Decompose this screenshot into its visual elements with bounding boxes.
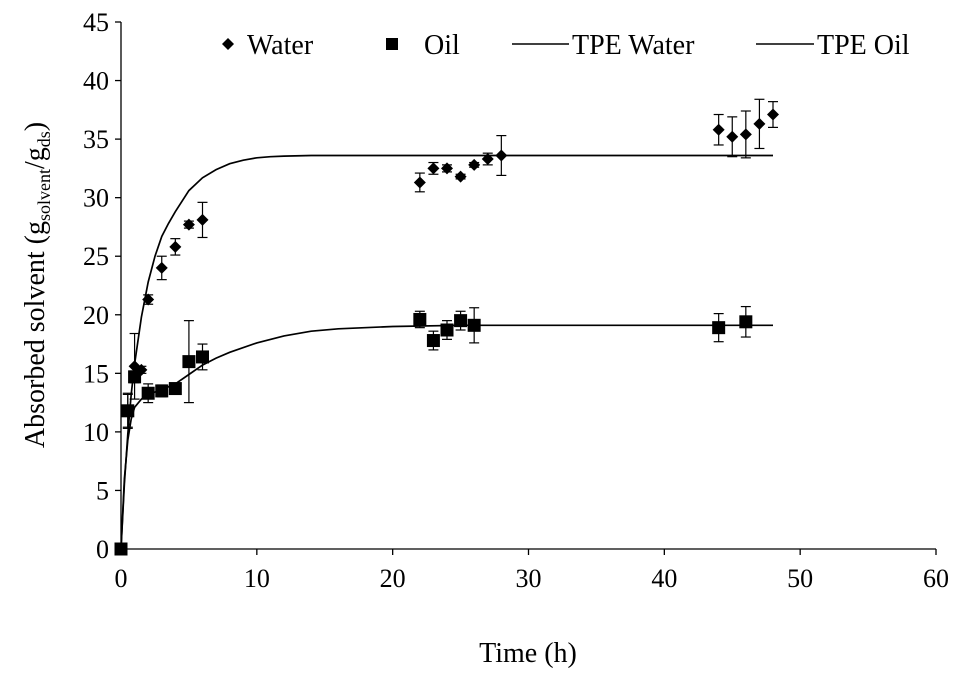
oil-point [440, 323, 454, 337]
oil-point [121, 404, 135, 418]
water-point [712, 123, 725, 136]
x-tick-label: 50 [787, 564, 813, 593]
water-point [427, 162, 440, 175]
y-tick-label: 30 [83, 184, 109, 213]
x-tick-label: 0 [115, 564, 128, 593]
legend-label-oil: Oil [424, 30, 460, 61]
oil-point [739, 315, 753, 329]
water-point [182, 218, 195, 231]
y-axis-title-sub1: solvent [34, 169, 54, 221]
oil-point [454, 314, 468, 328]
axes [120, 22, 936, 550]
oil-point [128, 370, 142, 384]
fit-line-tpe-oil [120, 324, 773, 550]
water-point [142, 293, 155, 306]
oil-point [467, 318, 481, 332]
water-point [413, 176, 426, 189]
water-point [468, 158, 481, 171]
x-ticks: 0 10 20 30 40 50 60 [115, 549, 949, 593]
y-axis-title-mid: /g [20, 147, 51, 169]
y-tick-label: 35 [83, 125, 109, 154]
oil-point [196, 350, 209, 364]
markers [114, 108, 779, 556]
water-point [155, 261, 168, 274]
oil-point [114, 542, 128, 556]
y-axis-title: Absorbed solvent (gsolvent/gds) [20, 122, 54, 448]
x-tick-label: 40 [651, 564, 677, 593]
y-tick-label: 5 [96, 476, 109, 505]
water-point [495, 149, 508, 162]
water-point [739, 128, 752, 141]
y-axis-title-main: Absorbed solvent (g [20, 221, 51, 448]
y-tick-label: 40 [83, 67, 109, 96]
x-tick-label: 20 [380, 564, 406, 593]
oil-point [141, 386, 155, 400]
x-tick-label: 60 [923, 564, 949, 593]
y-axis-title-sub2: ds [34, 131, 54, 147]
legend-label-water: Water [247, 30, 314, 61]
y-tick-label: 0 [96, 535, 109, 564]
x-tick-label: 30 [516, 564, 542, 593]
y-tick-label: 45 [83, 8, 109, 37]
y-tick-label: 20 [83, 301, 109, 330]
oil-point [413, 312, 427, 326]
legend-label-tpe-water: TPE Water [572, 30, 695, 61]
x-axis-title: Time (h) [479, 638, 577, 669]
oil-point [182, 355, 196, 369]
water-point [753, 117, 766, 130]
y-ticks: 0 5 10 15 20 25 30 35 40 45 [83, 8, 121, 564]
legend-label-tpe-oil: TPE Oil [817, 30, 910, 61]
water-point [726, 130, 739, 143]
legend-oil-marker-icon [386, 38, 398, 50]
water-point [441, 162, 453, 175]
water-point [767, 108, 779, 121]
water-point [169, 240, 182, 253]
oil-point [426, 334, 440, 348]
y-axis-title-end: ) [20, 122, 51, 131]
oil-point [712, 321, 726, 335]
error-bars [122, 98, 778, 429]
y-tick-label: 15 [83, 359, 109, 388]
fit-lines [120, 154, 773, 550]
y-tick-label: 25 [83, 242, 109, 271]
water-point [196, 213, 209, 226]
oil-point [155, 384, 169, 398]
legend-water-marker-icon [222, 38, 234, 50]
water-point [481, 153, 494, 166]
water-point [454, 170, 467, 183]
oil-point [168, 382, 182, 396]
fit-line-tpe-water [120, 154, 773, 550]
x-tick-label: 10 [244, 564, 270, 593]
y-tick-label: 10 [83, 418, 109, 447]
legend: Water Oil TPE Water TPE Oil [222, 30, 910, 61]
